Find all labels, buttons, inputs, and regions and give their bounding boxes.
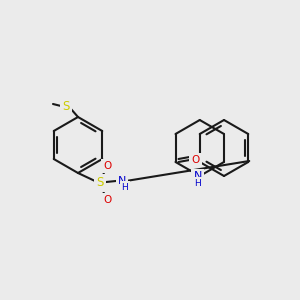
Text: H: H <box>194 179 201 188</box>
Text: S: S <box>96 176 104 190</box>
Text: N: N <box>118 176 126 186</box>
Text: O: O <box>103 195 111 205</box>
Text: N: N <box>194 171 202 181</box>
Text: O: O <box>191 155 200 165</box>
Text: O: O <box>103 161 111 171</box>
Text: H: H <box>122 184 128 193</box>
Text: S: S <box>62 100 70 113</box>
